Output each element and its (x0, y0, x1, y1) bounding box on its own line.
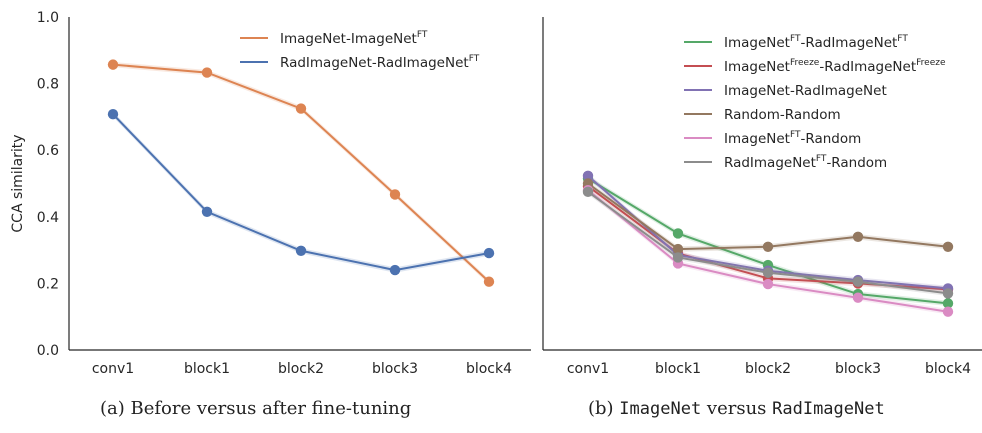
data-point (389, 264, 401, 276)
y-tick-label: 1.0 (37, 10, 59, 26)
y-tick-label: 0.8 (37, 77, 59, 93)
data-point (295, 103, 307, 114)
x-tick-label: block3 (835, 361, 881, 377)
data-point (582, 186, 594, 198)
legend-label: RadImageNetFT-Random (724, 154, 887, 171)
series-band (588, 180, 948, 252)
caption-a-prefix: (a) (100, 398, 131, 419)
series-3 (582, 178, 954, 255)
caption-b: (b) ImageNet versus RadImageNet (588, 398, 885, 419)
panel-b-imagenet-vs-radimagenet: conv1 block1 block2 block3 block4 ImageNetFT-… (542, 17, 982, 377)
x-tick-label: block2 (278, 361, 324, 377)
x-tick-label: conv1 (92, 361, 134, 377)
caption-b-radimagenet: RadImageNet (772, 399, 885, 419)
x-tick-label: block2 (745, 361, 791, 377)
data-point (762, 278, 774, 290)
data-point (295, 245, 307, 256)
x-tick-label: block4 (925, 361, 971, 377)
data-point (942, 306, 954, 317)
figure: conv1 block1 block2 block3 block4 0.0 0.2 0.4 0.… (10, 10, 982, 377)
data-point (107, 59, 119, 70)
data-point (942, 298, 954, 309)
legend-label: RadImageNet-RadImageNetFT (280, 54, 480, 71)
legend-label: ImageNet-ImageNetFT (280, 30, 428, 47)
data-point (107, 109, 119, 120)
y-tick-label: 0.2 (37, 276, 59, 292)
y-axis-label: CCA similarity (10, 134, 26, 232)
data-point (389, 189, 401, 200)
series-0 (107, 59, 495, 287)
series-band (588, 183, 948, 293)
x-tick-label: block3 (372, 361, 418, 377)
caption-b-imagenet: ImageNet (619, 399, 702, 419)
data-point (672, 228, 684, 239)
data-point (852, 276, 864, 287)
legend: ImageNetFT-RadImageNetFT ImageNetFreeze-R… (684, 34, 946, 171)
y-tick-label: 0.4 (37, 210, 59, 226)
data-point (942, 288, 954, 299)
legend-label: ImageNetFT-Random (724, 130, 861, 147)
data-point (852, 231, 864, 242)
x-tick-label: conv1 (567, 361, 609, 377)
data-point (672, 252, 684, 263)
x-tick-label: block1 (184, 361, 230, 377)
x-tick-label: block1 (655, 361, 701, 377)
panel-a-before-after-fine-tuning: conv1 block1 block2 block3 block4 0.0 0.2 0.4 0.… (10, 10, 531, 377)
caption-a-text: Before versus after fine-tuning (130, 398, 412, 419)
data-point (483, 276, 495, 287)
caption-b-versus: versus (701, 398, 773, 419)
legend-label: ImageNetFreeze-RadImageNetFreeze (724, 58, 946, 75)
data-point (201, 67, 213, 78)
y-tick-label: 0.6 (37, 143, 59, 159)
series-5 (582, 186, 954, 299)
data-point (762, 267, 774, 278)
data-point (201, 206, 213, 218)
series-1 (107, 109, 495, 276)
series-band (588, 187, 948, 315)
legend-label: ImageNetFT-RadImageNetFT (724, 34, 908, 51)
data-point (942, 241, 954, 252)
caption-a: (a) Before versus after fine-tuning (100, 398, 411, 419)
x-tick-label: block4 (466, 361, 512, 377)
legend: ImageNet-ImageNetFT RadImageNet-RadImageN… (240, 30, 480, 71)
legend-label: ImageNet-RadImageNet (724, 83, 887, 99)
data-point (762, 241, 774, 252)
data-point (672, 243, 684, 255)
data-point (852, 292, 864, 303)
caption-b-prefix: (b) (588, 398, 620, 419)
data-point (483, 247, 495, 259)
data-point (582, 170, 594, 182)
y-tick-label: 0.0 (37, 343, 59, 359)
legend-label: Random-Random (724, 107, 841, 123)
